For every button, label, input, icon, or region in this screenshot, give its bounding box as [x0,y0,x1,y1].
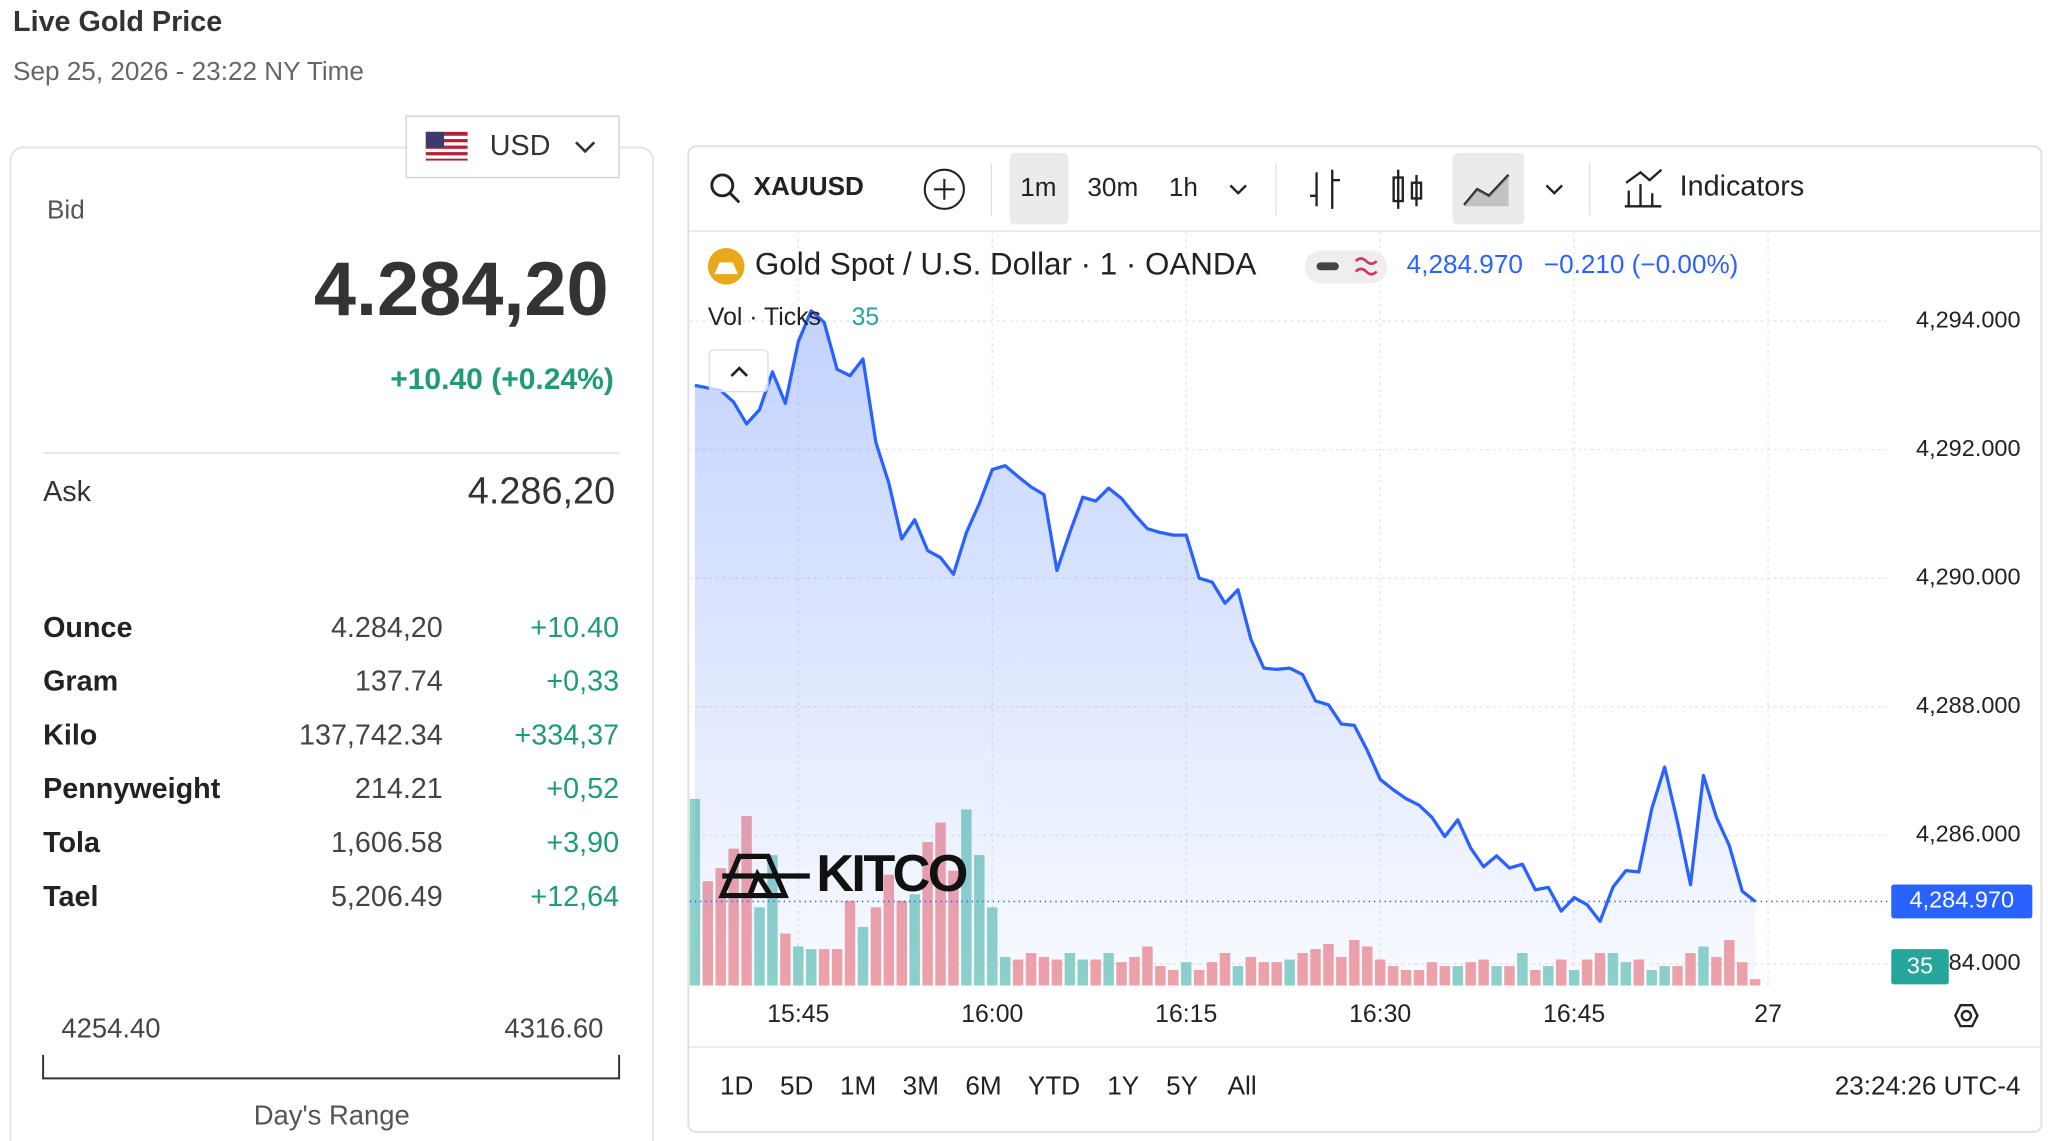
unit-price: 214.21 [355,773,443,805]
range-high: 4316.60 [504,1012,603,1043]
period-button[interactable]: 5D [780,1070,813,1100]
plot: 4,284.0004,286.0004,288.0004,290.0004,29… [689,232,2021,1028]
unit-change: +10.40 [530,612,619,644]
status-pill [1304,250,1388,284]
interval-selected [1009,152,1069,225]
period-button[interactable]: All [1228,1070,1257,1100]
y-tick-label: 4,288.000 [1916,692,2021,718]
us-flag [425,131,468,161]
interval-menu[interactable] [1229,184,1247,195]
unit-change: +12,64 [530,881,619,913]
unit-price: 137.74 [355,666,443,698]
plot-area [689,309,1761,986]
y-tick-label: 4,290.000 [1916,563,2021,589]
axis-overlays: 4,284.970 35 [1891,884,2033,985]
symbol-search[interactable]: XAUUSD [710,171,864,204]
bid-change: +10.40 (+0.24%) [390,363,614,396]
unit-price: 1,606.58 [331,827,443,859]
bid-label: Bid [47,194,85,224]
unit-name: Tael [43,881,98,913]
watermark: KITCO [718,845,969,903]
y-tick-label: 4,286.000 [1916,820,2021,846]
unit-name: Ounce [43,612,132,644]
bid-price: 4.284,20 [314,247,609,332]
period-buttons: 1D 5D 1M 3M 6M YTD 1Y 5Y All [720,1070,1257,1100]
clock: 23:24:26 UTC-4 [1835,1070,2021,1100]
y-tick-label: 4,292.000 [1916,435,2021,461]
indicators-button[interactable]: Indicators [1624,168,1805,208]
collapse-chevron [730,366,749,377]
x-tick-label: 16:15 [1155,1001,1217,1028]
period-button[interactable]: 5Y [1166,1070,1198,1100]
unit-price: 137,742.34 [299,719,443,751]
indicators-label[interactable]: Indicators [1680,171,1805,203]
last-price-label: 4,284.970 [1910,887,2015,913]
currency-select[interactable]: USD [405,115,620,179]
symbol-icon-glyph [714,262,738,275]
period-button[interactable]: YTD [1028,1070,1080,1100]
period-button[interactable]: 1Y [1107,1070,1139,1100]
page-title: Live Gold Price [13,6,222,38]
area-icon-fill [1464,174,1509,207]
status-dash [1316,262,1339,271]
x-tick-label: 15:45 [767,1001,829,1028]
unit-name: Pennyweight [43,773,221,805]
unit-price: 5,206.49 [331,881,443,913]
volume-badge [1891,949,1949,985]
price-area [694,310,1756,986]
unit-name: Tola [43,827,101,859]
symbol[interactable]: XAUUSD [754,171,864,201]
unit-change: +3,90 [546,827,619,859]
settings-icon[interactable] [1953,1004,1979,1028]
ask-label: Ask [43,476,92,508]
chart-title: Gold Spot / U.S. Dollar · 1 · OANDA [755,247,1257,282]
unit-name: Kilo [43,719,97,751]
interval[interactable]: 30m [1087,172,1138,202]
interval[interactable]: 1h [1169,172,1198,202]
legend-change: −0.210 (−0.00%) [1544,249,1739,279]
period-button[interactable]: 6M [965,1070,1001,1100]
ask-price: 4.286,20 [468,470,615,512]
last-price-badge [1891,884,2033,919]
compare-button[interactable] [923,168,965,210]
price-card [9,146,655,1141]
period-button[interactable]: 1D [720,1070,753,1100]
x-tick-label: 27 [1754,1001,1782,1028]
period-button[interactable]: 3M [903,1070,939,1100]
watermark-text: KITCO [816,845,966,903]
x-tick-label: 16:00 [961,1001,1023,1028]
price-line [694,309,1757,924]
style-menu[interactable] [1545,184,1563,195]
currency-label[interactable]: USD [490,130,551,162]
unit-change: +0,33 [546,666,619,698]
unit-table: Ounce 4.284,20 +10.40 Gram 137.74 +0,33 Kilo 13… [43,612,619,913]
y-tick-label: 4,294.000 [1916,306,2021,332]
x-tick-label: 16:45 [1543,1001,1605,1028]
unit-price: 4.284,20 [331,612,443,644]
period-button[interactable]: 1M [840,1070,876,1100]
unit-change: +0,52 [546,773,619,805]
x-tick-label: 16:30 [1349,1001,1411,1028]
collapse-button[interactable] [708,349,769,393]
volume-badge-label: 35 [1907,953,1933,979]
unit-name: Gram [43,666,118,698]
range-bar [42,1054,621,1080]
unit-change: +334,37 [514,719,619,751]
timestamp: Sep 25, 2026 - 23:22 NY Time [13,56,364,86]
range-low: 4254.40 [61,1012,160,1043]
volume-legend: Vol · Ticks [708,304,821,331]
bars-icon[interactable] [1310,169,1341,209]
range-label: Day's Range [254,1100,410,1131]
status-wave [1354,257,1378,276]
legend-price: 4,284.970 [1407,249,1523,279]
interval[interactable]: 1m [1020,172,1056,202]
chart-style-selected[interactable] [1452,152,1525,225]
chevron [575,141,596,154]
volume-legend-value: 35 [852,304,880,331]
candles-icon[interactable] [1392,169,1423,209]
